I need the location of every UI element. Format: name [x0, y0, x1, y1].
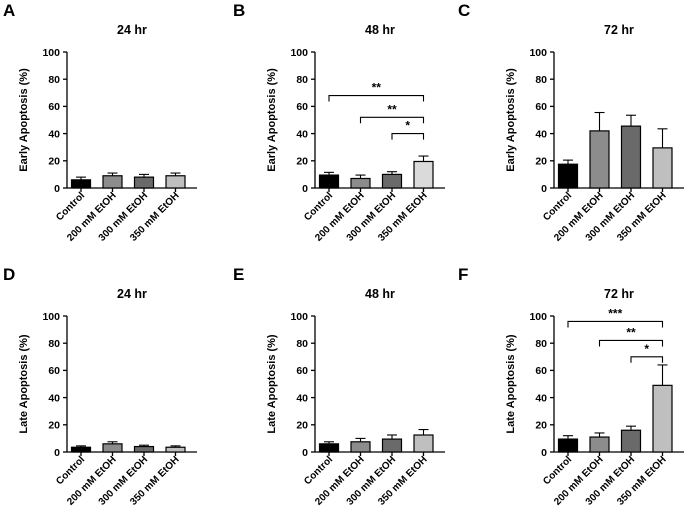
y-tick-label: 20 [48, 420, 60, 432]
panel-letter: E [233, 265, 244, 284]
panel-title: 24 hr [117, 23, 147, 37]
y-tick-label: 100 [290, 47, 308, 59]
y-tick-label: 80 [48, 338, 60, 350]
y-tick-label: 0 [54, 183, 60, 195]
panel-title: 48 hr [365, 23, 395, 37]
bar [381, 173, 403, 189]
y-tick-label: 80 [535, 338, 547, 350]
y-axis-label: Early Apoptosis (%) [266, 68, 278, 172]
significance-bracket [328, 94, 425, 102]
y-tick-label: 100 [529, 311, 547, 323]
y-tick-label: 100 [42, 47, 60, 59]
y-axis-label: Late Apoptosis (%) [266, 334, 278, 434]
bar [589, 130, 610, 189]
y-axis-label: Late Apoptosis (%) [18, 334, 30, 434]
y-tick-label: 80 [48, 74, 60, 86]
significance-bracket [359, 116, 425, 124]
panel-title: 24 hr [117, 287, 147, 301]
significance-label: *** [608, 306, 622, 320]
significance-label: ** [387, 102, 397, 116]
y-tick-label: 80 [535, 74, 547, 86]
y-tick-label: 0 [541, 183, 547, 195]
bar [350, 177, 371, 189]
y-axis-label: Late Apoptosis (%) [505, 334, 517, 434]
bar [652, 147, 673, 189]
y-tick-label: 80 [296, 74, 308, 86]
significance-bracket [391, 133, 425, 140]
y-axis-label: Early Apoptosis (%) [505, 68, 517, 172]
bar [557, 438, 579, 453]
y-tick-label: 100 [529, 47, 547, 59]
bar [70, 446, 92, 453]
panel-letter: F [458, 265, 468, 284]
panel-title: 72 hr [604, 23, 634, 37]
bar [102, 443, 123, 453]
y-tick-label: 80 [296, 338, 308, 350]
y-tick-label: 0 [54, 447, 60, 459]
significance-label: * [644, 342, 649, 356]
bar [413, 434, 434, 453]
significance-bracket [567, 320, 664, 328]
y-tick-label: 60 [535, 365, 547, 377]
y-tick-label: 40 [48, 392, 60, 404]
significance-label: ** [626, 325, 636, 339]
y-axis-label: Early Apoptosis (%) [18, 68, 30, 172]
y-tick-label: 20 [296, 420, 308, 432]
bar [133, 445, 155, 453]
panel-letter: C [458, 1, 470, 20]
panel-letter: D [3, 265, 15, 284]
y-tick-label: 100 [290, 311, 308, 323]
y-tick-label: 60 [296, 365, 308, 377]
significance-label: * [405, 119, 410, 133]
y-tick-label: 60 [48, 365, 60, 377]
bar [318, 174, 340, 189]
y-tick-label: 20 [48, 156, 60, 168]
bar [652, 384, 673, 453]
bar [102, 175, 123, 189]
bar [413, 160, 434, 189]
y-tick-label: 20 [535, 420, 547, 432]
panel-title: 72 hr [604, 287, 634, 301]
bar [589, 436, 610, 453]
bar [557, 163, 579, 189]
bar [620, 125, 642, 189]
panel-letter: A [3, 1, 15, 20]
bar [133, 176, 155, 189]
y-tick-label: 40 [48, 128, 60, 140]
panel-letter: B [233, 1, 245, 20]
y-tick-label: 60 [535, 101, 547, 113]
significance-bracket [598, 339, 664, 347]
significance-bracket [630, 356, 664, 363]
y-tick-label: 0 [302, 183, 308, 195]
bar [318, 443, 340, 453]
bar [165, 175, 186, 189]
y-tick-label: 60 [296, 101, 308, 113]
bar [165, 446, 186, 453]
y-tick-label: 0 [302, 447, 308, 459]
y-tick-label: 100 [42, 311, 60, 323]
y-tick-label: 40 [535, 128, 547, 140]
significance-label: ** [372, 81, 382, 95]
bar [350, 441, 371, 453]
y-tick-label: 60 [48, 101, 60, 113]
y-tick-label: 0 [541, 447, 547, 459]
bar [381, 438, 403, 453]
y-tick-label: 40 [535, 392, 547, 404]
bar [70, 179, 92, 189]
y-tick-label: 20 [296, 156, 308, 168]
y-tick-label: 40 [296, 392, 308, 404]
y-tick-label: 40 [296, 128, 308, 140]
bar [620, 429, 642, 453]
y-tick-label: 20 [535, 156, 547, 168]
panel-title: 48 hr [365, 287, 395, 301]
